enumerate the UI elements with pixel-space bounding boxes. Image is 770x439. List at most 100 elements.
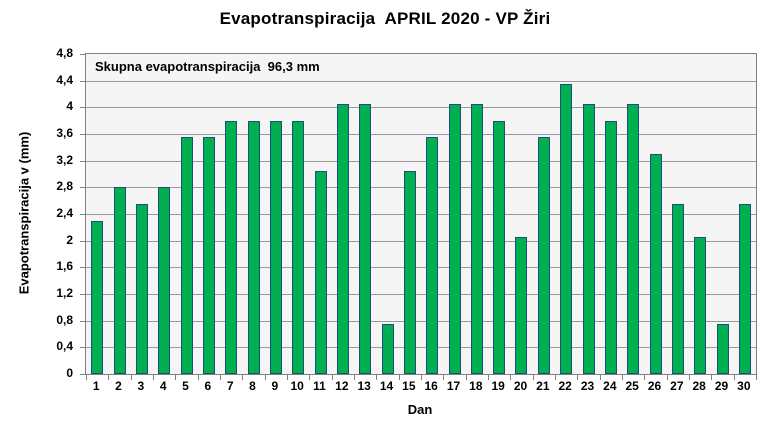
- x-tick: [197, 375, 199, 380]
- y-tick-label: 3,6: [56, 126, 73, 140]
- x-tick-label: 28: [692, 379, 706, 393]
- x-tick-label: 13: [357, 379, 371, 393]
- x-tick: [108, 375, 110, 380]
- x-tick: [532, 375, 534, 380]
- gridline: [86, 294, 756, 295]
- x-tick-label: 1: [92, 379, 100, 393]
- x-tick: [153, 375, 154, 380]
- x-tick: [130, 375, 132, 380]
- bar-day-9: [269, 120, 282, 374]
- y-tick: [80, 214, 86, 215]
- bar-day-22: [560, 84, 573, 374]
- y-tick: [80, 187, 86, 189]
- x-tick: [398, 375, 400, 380]
- bar-day-5: [180, 137, 193, 374]
- bar-day-16: [426, 137, 439, 374]
- y-tick-label: 3,2: [56, 152, 73, 167]
- x-tick: [175, 375, 177, 380]
- gridline: [86, 267, 756, 269]
- bar-day-19: [493, 120, 506, 374]
- x-tick: [421, 375, 422, 380]
- bar-day-23: [582, 104, 595, 374]
- gridline: [86, 80, 756, 82]
- bar-day-20: [515, 237, 528, 374]
- bar-day-13: [359, 104, 372, 374]
- x-tick: [309, 375, 311, 380]
- x-tick-label: 10: [290, 379, 304, 393]
- y-tick: [80, 54, 86, 55]
- bar-day-28: [694, 237, 707, 374]
- bar-day-29: [716, 324, 729, 374]
- x-tick-label: 20: [513, 379, 528, 393]
- x-tick-label: 30: [737, 379, 751, 393]
- x-tick: [599, 375, 601, 380]
- gridline: [86, 240, 756, 242]
- y-tick-label: 2,4: [56, 206, 73, 220]
- x-tick-label: 5: [182, 379, 189, 393]
- y-tick: [80, 374, 86, 375]
- bar-day-4: [158, 187, 171, 374]
- chart-title: Evapotranspiracija APRIL 2020 - VP Žiri: [219, 9, 551, 28]
- x-axis-title: Dan: [407, 402, 433, 417]
- y-tick-label: 1,2: [56, 286, 73, 300]
- x-tick-label: 18: [469, 379, 483, 393]
- bar-day-25: [627, 104, 640, 374]
- y-tick: [80, 240, 86, 242]
- y-tick-label: 1,6: [56, 259, 73, 274]
- x-tick-label: 14: [379, 379, 394, 393]
- x-tick-label: 9: [271, 379, 279, 393]
- y-tick: [80, 107, 86, 109]
- bar-day-1: [91, 220, 104, 374]
- y-tick: [80, 320, 86, 322]
- bar-day-24: [604, 120, 617, 374]
- y-tick: [80, 267, 86, 269]
- x-tick: [488, 375, 489, 380]
- x-tick-label: 25: [625, 379, 639, 393]
- x-tick-label: 11: [313, 379, 326, 393]
- total-evapotranspiration-annotation: Skupna evapotranspiracija 96,3 mm: [95, 59, 320, 74]
- x-tick-label: 27: [670, 379, 684, 393]
- x-tick: [756, 375, 757, 380]
- x-tick: [86, 375, 87, 380]
- bar-day-7: [225, 120, 238, 374]
- bar-day-18: [470, 104, 483, 374]
- y-tick-label: 0: [66, 366, 73, 380]
- x-tick-label: 24: [603, 379, 617, 393]
- y-tick-label: 0,4: [56, 339, 73, 354]
- y-axis-labels: 0 0,4 0,8 1,2 1,6 2 2,4 2,8 3,2 3,6 4 4,4 4,8: [0, 47, 79, 379]
- x-tick: [220, 375, 221, 380]
- plot-area: Skupna evapotranspiracija 96,3 mm: [80, 53, 757, 380]
- x-tick-label: 12: [335, 379, 349, 393]
- bar-day-12: [336, 104, 349, 374]
- y-tick-label: 2,8: [56, 179, 73, 194]
- bar-day-27: [671, 204, 684, 374]
- y-tick: [80, 80, 86, 82]
- y-tick-label: 4,4: [56, 72, 73, 87]
- x-tick-label: 19: [491, 379, 505, 393]
- bar-day-8: [247, 120, 260, 374]
- x-tick-label: 22: [558, 379, 572, 393]
- x-tick: [555, 375, 556, 380]
- x-tick-label: 3: [137, 379, 145, 393]
- y-tick-label: 0,8: [56, 312, 73, 327]
- x-tick: [443, 375, 445, 380]
- x-tick: [644, 375, 646, 380]
- x-tick-label: 21: [536, 379, 550, 393]
- x-tick: [711, 375, 713, 380]
- bar-day-17: [448, 104, 461, 374]
- bar-day-6: [202, 137, 215, 374]
- gridline: [86, 160, 756, 162]
- x-tick-label: 16: [424, 379, 438, 393]
- x-axis-labels: 1 2 3 4 5 6 7 8 9 10 11 12 13 14 15 16 17 18 19 20 21 22 23 24 2…: [85, 379, 755, 395]
- bar-day-21: [537, 137, 550, 374]
- bar-day-3: [135, 204, 148, 374]
- x-tick: [733, 375, 735, 380]
- x-tick-label: 2: [115, 379, 122, 393]
- x-tick-label: 4: [159, 379, 167, 393]
- x-tick-label: 17: [446, 379, 461, 393]
- x-tick-label: 6: [204, 379, 212, 393]
- x-tick: [376, 375, 378, 380]
- bar-day-26: [649, 154, 662, 374]
- x-tick: [354, 375, 355, 380]
